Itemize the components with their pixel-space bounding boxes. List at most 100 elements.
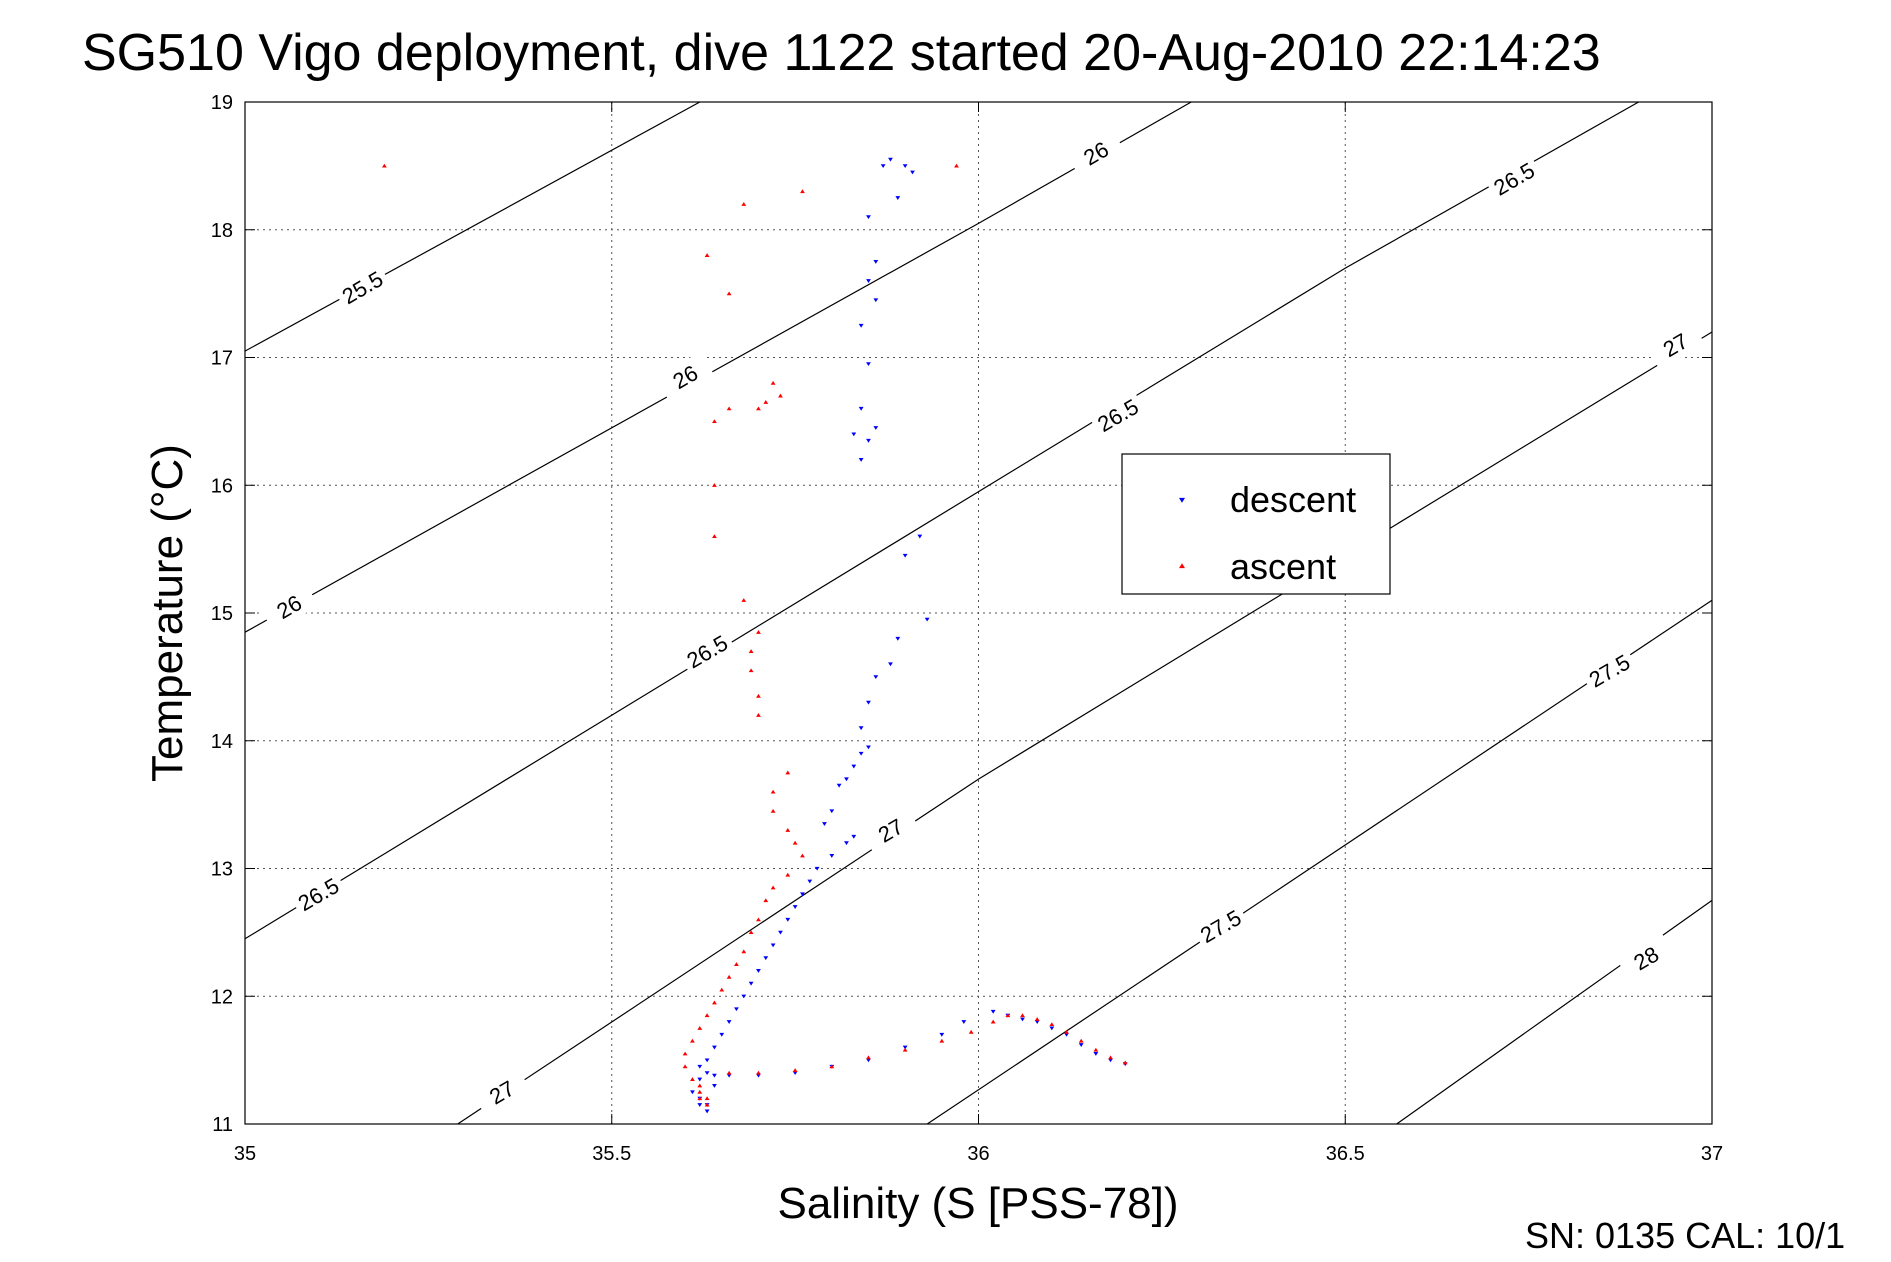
ascent-point bbox=[719, 987, 725, 992]
density-contour-line bbox=[1396, 899, 1713, 1125]
legend-descent-marker bbox=[1179, 497, 1185, 503]
descent-point bbox=[792, 1071, 798, 1076]
descent-point bbox=[712, 1073, 717, 1078]
ascent-point bbox=[741, 202, 747, 206]
ascent-point bbox=[792, 1068, 798, 1073]
ascent-point bbox=[1093, 1047, 1099, 1052]
descent-point bbox=[712, 1083, 717, 1088]
ascent-point bbox=[712, 1000, 717, 1005]
descent-point bbox=[880, 164, 886, 169]
density-contour-labels: 25.526262626.526.526.526.527272727.527.5… bbox=[259, 127, 1705, 1118]
ascent-point bbox=[726, 406, 732, 411]
descent-point bbox=[902, 553, 908, 558]
descent-point bbox=[756, 969, 761, 973]
contour-label-bg bbox=[1616, 932, 1676, 984]
x-tick-label: 37 bbox=[1701, 1143, 1723, 1165]
descent-point bbox=[888, 157, 893, 162]
legend-descent-label: descent bbox=[1230, 479, 1356, 520]
descent-point bbox=[1078, 1043, 1084, 1047]
descent-point bbox=[726, 1020, 732, 1024]
ascent-point bbox=[1049, 1022, 1055, 1027]
contour-label-bg bbox=[860, 805, 920, 856]
descent-point bbox=[910, 170, 915, 175]
ascent-point bbox=[712, 483, 717, 487]
grid-lines bbox=[245, 102, 1712, 1124]
y-tick-label: 17 bbox=[211, 348, 233, 370]
y-tick-label: 12 bbox=[211, 986, 233, 1008]
x-axis-label: Salinity (S [PSS-78]) bbox=[777, 1179, 1178, 1228]
descent-point bbox=[697, 1077, 703, 1082]
y-tick-label: 18 bbox=[211, 220, 233, 242]
ascent-point bbox=[690, 1077, 695, 1081]
descent-point bbox=[924, 617, 930, 622]
descent-point bbox=[895, 196, 901, 200]
ascent-point bbox=[800, 853, 805, 858]
contour-label-bg bbox=[1645, 319, 1705, 370]
descent-point bbox=[939, 1032, 945, 1037]
ascent-point bbox=[756, 713, 761, 717]
density-contours bbox=[244, 101, 1713, 1125]
descent-point bbox=[697, 1103, 703, 1107]
descent-point bbox=[770, 943, 776, 948]
descent-point bbox=[697, 1064, 703, 1069]
ascent-point bbox=[748, 649, 754, 654]
y-tick-label: 11 bbox=[212, 1114, 233, 1136]
contour-label-bg bbox=[1066, 127, 1126, 179]
descent-point bbox=[873, 675, 879, 680]
density-contour-line bbox=[457, 331, 1713, 1125]
descent-point bbox=[704, 1109, 710, 1114]
ascent-point bbox=[785, 770, 791, 775]
ascent-point bbox=[770, 380, 776, 385]
x-tick-label: 36 bbox=[967, 1143, 989, 1165]
descent-point bbox=[902, 1045, 908, 1050]
ascent-point bbox=[741, 949, 747, 954]
descent-point bbox=[851, 834, 857, 839]
descent-point bbox=[851, 432, 857, 437]
ascent-point bbox=[682, 1064, 688, 1069]
legend-ascent-label: ascent bbox=[1230, 546, 1336, 587]
descent-point bbox=[844, 841, 849, 846]
descent-point bbox=[858, 751, 864, 756]
contour-label-bg bbox=[472, 1066, 532, 1118]
descent-point bbox=[734, 1007, 739, 1012]
ascent-point bbox=[770, 808, 776, 813]
legend-ascent-marker bbox=[1179, 563, 1185, 569]
ascent-point bbox=[785, 872, 791, 877]
descent-point bbox=[866, 362, 871, 367]
descent-point bbox=[800, 892, 805, 897]
ascent-point bbox=[712, 534, 717, 539]
descent-point bbox=[792, 905, 798, 909]
y-axis-label: Temperature (°C) bbox=[143, 444, 192, 782]
ascent-point bbox=[778, 393, 783, 398]
ascent-point bbox=[734, 962, 739, 966]
x-tick-label: 35 bbox=[234, 1143, 256, 1165]
ascent-point bbox=[1020, 1013, 1025, 1018]
descent-point bbox=[726, 1073, 732, 1078]
ascent-point bbox=[785, 828, 791, 832]
descent-point bbox=[807, 879, 813, 884]
ascent-point bbox=[704, 1102, 710, 1107]
ascent-point bbox=[990, 1019, 996, 1024]
ascent-point bbox=[741, 598, 747, 602]
descent-point bbox=[866, 279, 871, 284]
descent-point bbox=[873, 426, 879, 430]
ascent-point bbox=[954, 163, 959, 168]
ascent-point bbox=[748, 930, 754, 935]
descent-point bbox=[1034, 1020, 1040, 1024]
chart-title: SG510 Vigo deployment, dive 1122 started… bbox=[82, 24, 1601, 82]
contour-label-bg bbox=[1191, 900, 1251, 952]
descent-point bbox=[814, 866, 820, 871]
contour-label-bg bbox=[1088, 389, 1148, 441]
ascent-point bbox=[697, 1083, 703, 1088]
ascent-point bbox=[756, 1070, 761, 1075]
descent-point bbox=[785, 917, 791, 922]
ascent-point bbox=[690, 1038, 695, 1043]
ascent-point bbox=[712, 419, 717, 424]
contour-label-bg bbox=[332, 262, 392, 313]
descent-point bbox=[829, 809, 835, 814]
axis-ticks: 35 35.5 36 36.5 37 11 12 13 14 15 16 17 18 19 bbox=[211, 92, 1723, 1165]
ascent-point bbox=[770, 789, 776, 794]
ascent-point bbox=[763, 400, 769, 404]
ascent-point bbox=[968, 1029, 974, 1034]
descent-point bbox=[704, 1058, 710, 1063]
